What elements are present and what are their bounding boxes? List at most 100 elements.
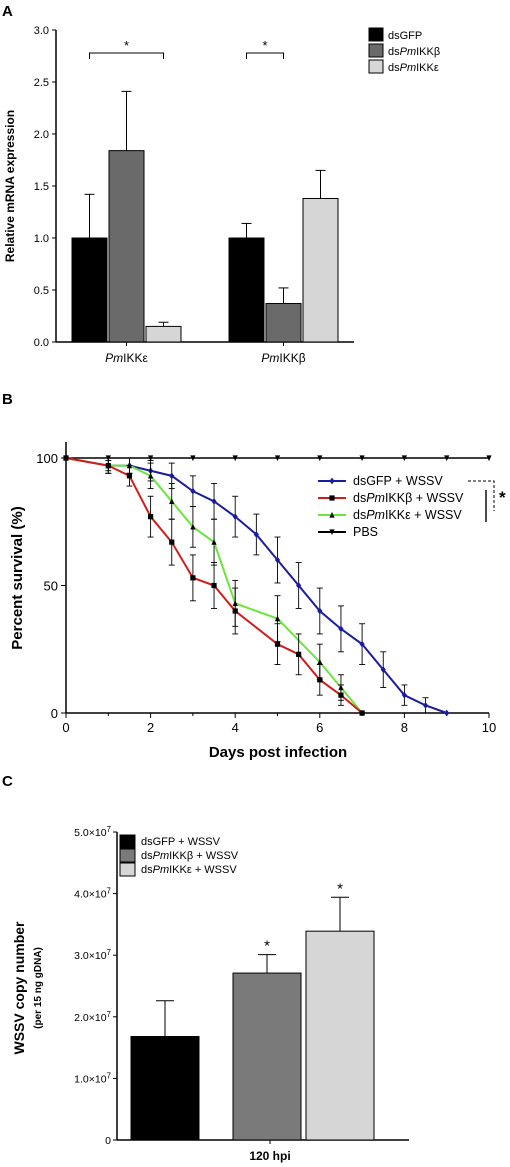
chart-c-ylabel: WSSV copy number [11, 921, 27, 1055]
chart-c-bar [232, 972, 302, 1141]
chart-b-point [317, 658, 323, 665]
chart-c-error-bar [258, 954, 276, 974]
chart-c-ytick-label: 4.0×107 [74, 886, 111, 901]
chart-c-bar [305, 930, 375, 1141]
chart-b-legend: dsGFP + WSSV dsPmIKKβ + WSSV dsPmIKKε + WS… [318, 474, 464, 539]
chart-b-point [211, 539, 217, 545]
chart-b-point [401, 691, 407, 699]
chart-b-point [126, 473, 133, 479]
chart-a-bar [228, 237, 265, 343]
chart-a-error-bar [121, 90, 132, 151]
chart-a-error-bar [158, 321, 169, 327]
chart-a-error-bar [315, 169, 326, 199]
chart-c-legend-label: dsPmIKKβ + WSSV [141, 850, 239, 862]
chart-b-point [148, 472, 154, 479]
chart-a-error-bar [241, 222, 252, 238]
chart-a-legend-swatch [368, 59, 384, 74]
chart-b-xlabel: Days post infection [209, 744, 347, 761]
chart-a-significance-star: * [124, 38, 129, 53]
chart-b-point [329, 495, 335, 501]
chart-b-legend-item: PBS [318, 525, 378, 539]
chart-b-point [148, 514, 154, 520]
chart-b-ylabel: Percent survival (%) [9, 506, 26, 649]
chart-a-legend-swatch [368, 43, 384, 58]
chart-c-significance-star: * [264, 938, 270, 955]
chart-b-series [63, 455, 365, 716]
chart-a-legend-label: dsPmIKKε [388, 62, 439, 74]
chart-c-legend-swatch [119, 848, 136, 863]
chart-b-point [211, 497, 217, 505]
chart-c-error-bar [156, 1000, 174, 1037]
chart-b-point [444, 709, 450, 717]
chart-a-error-bar [84, 193, 95, 238]
chart-b: Percent survival (%) Days post infection… [9, 442, 506, 761]
chart-b-xtick-label: 4 [232, 720, 239, 735]
chart-b-point [211, 582, 217, 589]
chart-c-ytick-label: 1.0×107 [74, 1071, 111, 1086]
chart-a-bar [71, 237, 108, 343]
chart-a-bar [302, 197, 339, 343]
chart-b-point [359, 640, 365, 648]
chart-b-point [274, 556, 281, 564]
chart-b-point [190, 575, 196, 581]
chart-b-legend-label: PBS [353, 525, 378, 539]
chart-b-point [190, 487, 196, 495]
panel-letter-a: A [2, 3, 13, 20]
chart-b-legend-label: dsPmIKKβ + WSSV [353, 491, 464, 505]
chart-b-legend-label: dsPmIKKε + WSSV [353, 508, 462, 522]
chart-c-error-bar [331, 896, 349, 932]
chart-c: WSSV copy number (per 15 ng gDNA) 120 hp… [11, 825, 409, 1163]
chart-b-xtick-label: 0 [62, 720, 69, 735]
chart-b-xtick-label: 6 [316, 720, 323, 735]
chart-b-point [329, 529, 335, 536]
panel-letter-b: B [2, 391, 13, 408]
chart-b-point [338, 625, 344, 633]
chart-b-point [444, 455, 450, 462]
chart-a-significance-bracket [89, 52, 164, 59]
chart-b-point [359, 455, 365, 462]
chart-b-legend-label: dsGFP + WSSV [353, 474, 443, 488]
chart-b-series-line [65, 457, 363, 714]
chart-a-category-label: PmIKKε [105, 351, 148, 365]
chart-b-point [274, 641, 281, 647]
chart-c-ytick-label: 0 [105, 1135, 111, 1147]
chart-c-ytick-label: 5.0×107 [74, 825, 111, 840]
chart-b-point [401, 455, 407, 462]
chart-b-point [317, 607, 323, 615]
chart-a-legend-swatch [368, 27, 384, 42]
chart-b-ytick-label: 0 [51, 706, 58, 721]
chart-b-point [486, 455, 492, 462]
chart-b-significance-bracket [468, 480, 495, 522]
chart-b-legend-item: dsPmIKKε + WSSV [318, 508, 462, 522]
chart-b-legend-item: dsPmIKKβ + WSSV [318, 491, 464, 505]
chart-c-ytick-label: 2.0×107 [74, 1009, 111, 1024]
chart-a-significance-star: * [262, 38, 267, 53]
chart-b-point [329, 477, 335, 485]
chart-a-bar [145, 325, 182, 343]
chart-b-ytick-label: 50 [44, 579, 58, 594]
chart-b-point [169, 539, 175, 545]
chart-a-significance-bracket [246, 52, 284, 59]
chart-a-ytick-label: 3.0 [34, 25, 49, 37]
chart-b-xtick-label: 8 [401, 720, 408, 735]
chart-b-point [232, 455, 238, 462]
chart-b-point [329, 511, 335, 518]
chart-c-legend-swatch [119, 862, 136, 877]
chart-c-legend-label: dsPmIKKε + WSSV [141, 864, 237, 876]
chart-a-bar [108, 150, 145, 343]
chart-a-error-bar [278, 287, 289, 304]
chart-b-ytick-label: 100 [36, 451, 58, 466]
chart-b-point [169, 498, 175, 504]
chart-b-point [253, 531, 259, 538]
chart-a-legend-label: dsGFP [388, 30, 422, 42]
chart-c-ytick-label: 3.0×107 [74, 948, 111, 963]
chart-a-ytick-label: 0.5 [34, 285, 49, 297]
chart-c-ylabel-sub: (per 15 ng gDNA) [33, 947, 44, 1029]
chart-b-xtick-label: 10 [482, 720, 496, 735]
chart-a-legend-label: dsPmIKKβ [388, 46, 440, 58]
chart-b-point [63, 455, 69, 461]
chart-a-ytick-label: 2.5 [34, 77, 49, 89]
chart-c-legend-label: dsGFP + WSSV [141, 836, 221, 848]
chart-b-point [274, 455, 281, 462]
